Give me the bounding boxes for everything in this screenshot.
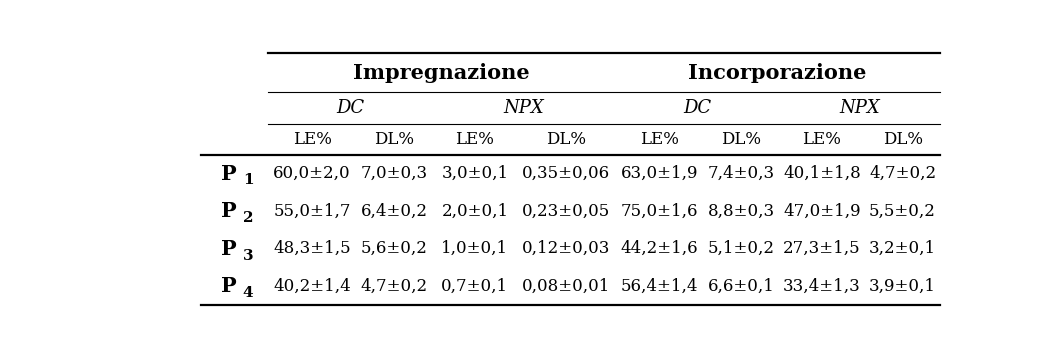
Text: 8,8±0,3: 8,8±0,3 [708,203,775,220]
Text: DC: DC [683,99,711,117]
Text: 0,35±0,06: 0,35±0,06 [522,165,610,182]
Text: DL%: DL% [546,131,586,147]
Text: 0,7±0,1: 0,7±0,1 [442,278,508,295]
Text: P: P [221,239,237,259]
Text: 3: 3 [243,249,254,263]
Text: DL%: DL% [375,131,414,147]
Text: 5,1±0,2: 5,1±0,2 [708,240,775,257]
Text: 27,3±1,5: 27,3±1,5 [783,240,861,257]
Text: 3,2±0,1: 3,2±0,1 [869,240,936,257]
Text: 7,4±0,3: 7,4±0,3 [708,165,775,182]
Text: 56,4±1,4: 56,4±1,4 [621,278,697,295]
Text: 6,6±0,1: 6,6±0,1 [708,278,774,295]
Text: 75,0±1,6: 75,0±1,6 [621,203,697,220]
Text: NPX: NPX [503,99,544,117]
Text: Incorporazione: Incorporazione [688,63,867,83]
Text: DL%: DL% [883,131,923,147]
Text: 2: 2 [243,211,254,225]
Text: 1,0±0,1: 1,0±0,1 [442,240,508,257]
Text: 40,2±1,4: 40,2±1,4 [274,278,351,295]
Text: 0,12±0,03: 0,12±0,03 [522,240,610,257]
Text: 40,1±1,8: 40,1±1,8 [783,165,861,182]
Text: 1: 1 [243,173,254,187]
Text: 60,0±2,0: 60,0±2,0 [274,165,351,182]
Text: 0,23±0,05: 0,23±0,05 [522,203,610,220]
Text: 47,0±1,9: 47,0±1,9 [783,203,861,220]
Text: 33,4±1,3: 33,4±1,3 [783,278,861,295]
Text: 4,7±0,2: 4,7±0,2 [361,278,428,295]
Text: DC: DC [336,99,364,117]
Text: P: P [221,201,237,221]
Text: 3,9±0,1: 3,9±0,1 [869,278,936,295]
Text: P: P [221,164,237,183]
Text: 48,3±1,5: 48,3±1,5 [274,240,351,257]
Text: 7,0±0,3: 7,0±0,3 [361,165,428,182]
Text: 6,4±0,2: 6,4±0,2 [361,203,428,220]
Text: LE%: LE% [803,131,842,147]
Text: Impregnazione: Impregnazione [352,63,529,83]
Text: 2,0±0,1: 2,0±0,1 [442,203,508,220]
Text: 3,0±0,1: 3,0±0,1 [442,165,508,182]
Text: LE%: LE% [292,131,331,147]
Text: 4,7±0,2: 4,7±0,2 [869,165,936,182]
Text: 5,6±0,2: 5,6±0,2 [361,240,428,257]
Text: P: P [221,276,237,296]
Text: 55,0±1,7: 55,0±1,7 [274,203,351,220]
Text: 4: 4 [243,286,254,300]
Text: 44,2±1,6: 44,2±1,6 [621,240,697,257]
Text: LE%: LE% [456,131,494,147]
Text: LE%: LE% [640,131,679,147]
Text: 5,5±0,2: 5,5±0,2 [869,203,936,220]
Text: DL%: DL% [722,131,762,147]
Text: 0,08±0,01: 0,08±0,01 [522,278,610,295]
Text: 63,0±1,9: 63,0±1,9 [621,165,697,182]
Text: NPX: NPX [839,99,881,117]
